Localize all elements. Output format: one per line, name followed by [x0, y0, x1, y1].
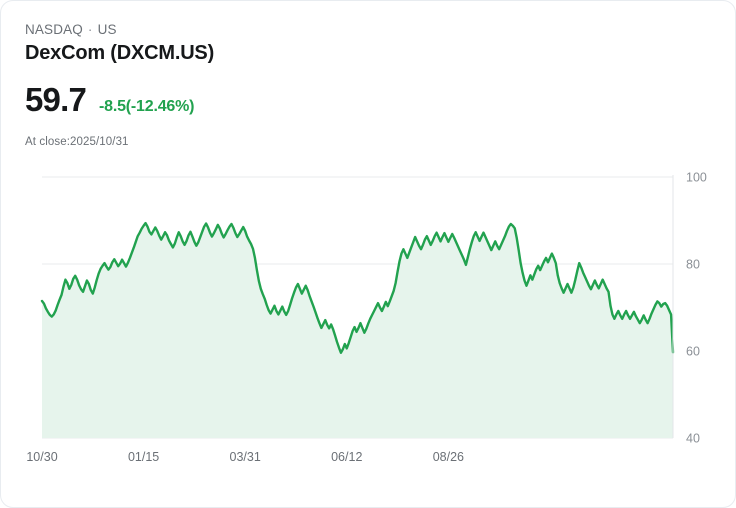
x-tick-08-26: 08/26: [433, 450, 464, 464]
x-tick-03-31: 03/31: [230, 450, 261, 464]
x-tick-06-12: 06/12: [331, 450, 362, 464]
price-line: [40, 221, 675, 354]
price-row: 59.7 -8.5(-12.46%): [25, 81, 711, 119]
y-tick-60: 60: [686, 345, 700, 359]
x-tick-10-30: 10/30: [26, 450, 57, 464]
price-chart-svg[interactable]: 100 80 60 40 10/30 01/15 03/31 06/12 08/26: [1, 161, 736, 471]
page-title: DexCom (DXCM.US): [25, 42, 215, 64]
y-tick-80: 80: [686, 258, 700, 272]
y-tick-100: 100: [686, 171, 707, 185]
exchange-label: NASDAQ: [25, 22, 83, 37]
y-tick-40: 40: [686, 432, 700, 446]
current-price: 59.7: [25, 81, 87, 118]
price-change: -8.5(-12.46%): [99, 98, 195, 115]
price-chart[interactable]: 100 80 60 40 10/30 01/15 03/31 06/12 08/26: [1, 161, 736, 471]
y-axis-labels: 100 80 60 40: [686, 171, 707, 446]
quote-header: NASDAQ · US DexCom (DXCM.US) 59.7 -8.5(-12…: [25, 21, 711, 149]
region-label: US: [97, 22, 117, 37]
exchange-region-line: NASDAQ · US: [25, 21, 711, 38]
x-axis-labels: 10/30 01/15 03/31 06/12 08/26: [26, 450, 464, 464]
separator-dot: ·: [87, 22, 93, 37]
close-timestamp: At close:2025/10/31: [25, 136, 129, 148]
x-tick-01-15: 01/15: [128, 450, 159, 464]
